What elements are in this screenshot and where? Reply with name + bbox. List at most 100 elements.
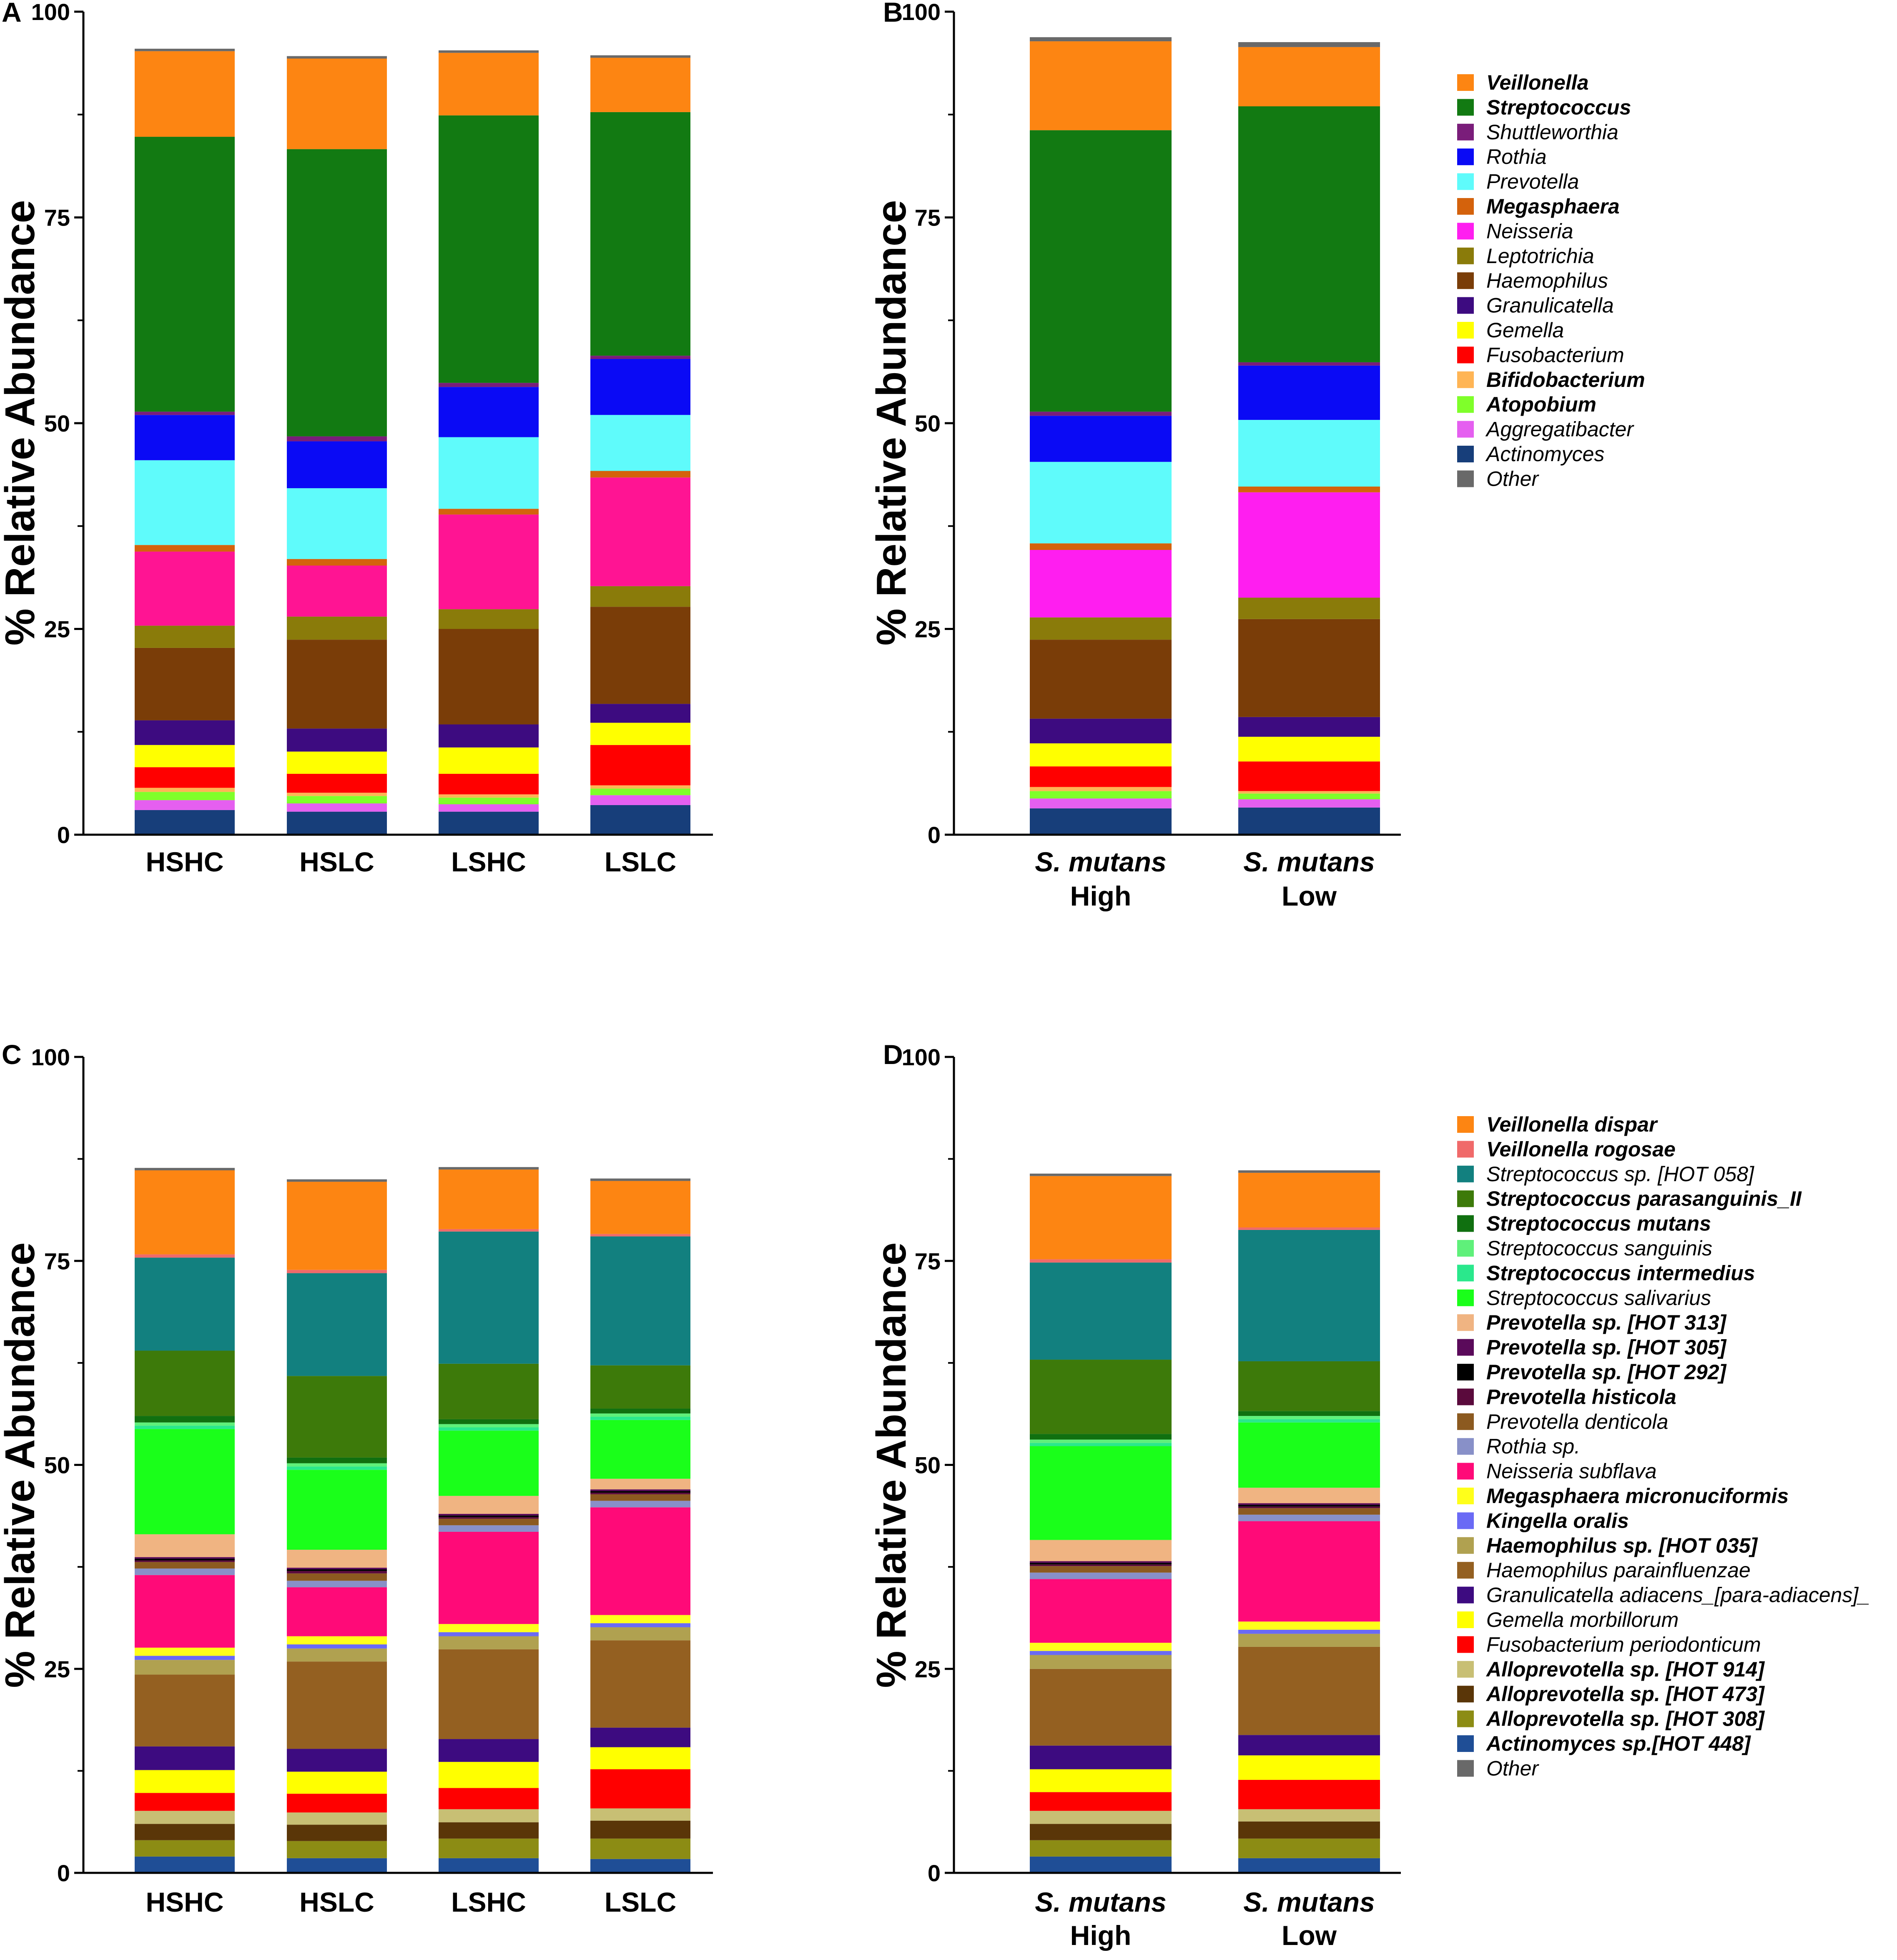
panel-b-legend-item-rothia: Rothia (1457, 145, 1547, 168)
panel-b-legend-item-haemophilus: Haemophilus (1457, 269, 1608, 292)
panel-d-legend-item-prevotella-histicola: Prevotella histicola (1457, 1385, 1676, 1408)
panel-c-segment-hslc-streptococcus-sanguinis (287, 1463, 387, 1467)
panel-a-segment-hshc-streptococcus (135, 137, 235, 412)
panel-d-segment-s-mutans-low-prevotella-denticola (1238, 1508, 1380, 1515)
legend-swatch (1457, 1438, 1474, 1455)
panel-a-segment-hslc-bifidobacterium (287, 793, 387, 796)
legend-swatch (1457, 1165, 1474, 1182)
legend-swatch (1457, 1339, 1474, 1356)
panel-a-tick-label-100: 100 (31, 0, 70, 25)
panel-c-segment-lslc-streptococcus-sp-hot-058 (590, 1236, 690, 1365)
legend-label: Kingella oralis (1486, 1509, 1629, 1532)
panel-c-segment-hslc-veillonella-rogosae (287, 1270, 387, 1273)
panel-a-segment-lslc-rothia (590, 359, 690, 415)
panel-d-legend-item-other: Other (1457, 1757, 1539, 1780)
legend-label: Fusobacterium periodonticum (1486, 1633, 1761, 1656)
legend-label: Haemophilus (1486, 269, 1608, 292)
legend-label: Streptococcus parasanguinis_II (1486, 1187, 1802, 1210)
legend-swatch (1457, 297, 1474, 314)
panel-d: D % Relative Abundance 0 25 50 75 100 S. mut… (868, 1039, 1870, 1951)
panel-a-x-label-hshc: HSHC (146, 846, 223, 877)
panel-d-segment-s-mutans-low-megasphaera-micronuciformis (1238, 1621, 1380, 1630)
panel-a-segment-hshc-actinomyces (135, 810, 235, 835)
panel-b-segment-s-mutans-high-actinomyces (1030, 808, 1172, 835)
panel-c-segment-lslc-prevotella-sp-hot-313 (590, 1478, 690, 1490)
legend-label: Gemella morbillorum (1486, 1608, 1679, 1631)
legend-label: Rothia (1486, 145, 1547, 168)
panel-a-segment-hslc-aggregatibacter (287, 803, 387, 812)
panel-a-segment-hslc-leptotrichia (287, 616, 387, 640)
legend-swatch (1457, 74, 1474, 91)
legend-swatch (1457, 1636, 1474, 1653)
panel-a-segment-lshc-gemella (439, 747, 539, 774)
legend-swatch (1457, 1289, 1474, 1306)
panel-b-segment-s-mutans-high-other (1030, 37, 1172, 42)
panel-c-segment-hshc-alloprevotella-sp-hot-308 (135, 1840, 235, 1857)
panel-c-segment-lshc-haemophilus-sp-hot-035 (439, 1636, 539, 1649)
panel-a-segment-hslc-prevotella (287, 488, 387, 559)
panel-d-legend-item-streptococcus-sanguinis: Streptococcus sanguinis (1457, 1237, 1712, 1260)
panel-c-segment-lslc-prevotella-denticola (590, 1494, 690, 1501)
panel-c-segment-hshc-streptococcus-sanguinis (135, 1422, 235, 1426)
panel-d-segment-s-mutans-high-neisseria-subflava (1030, 1579, 1172, 1643)
panel-c-segment-hslc-haemophilus-sp-hot-035 (287, 1648, 387, 1662)
panel-d-segment-s-mutans-low-streptococcus-intermedius (1238, 1419, 1380, 1423)
panel-c-segment-lshc-neisseria-subflava (439, 1531, 539, 1624)
panel-c-segment-lshc-gemella-morbillorum (439, 1762, 539, 1788)
panel-a-segment-hshc-megasphaera (135, 545, 235, 552)
panel-d-segment-s-mutans-high-prevotella-denticola (1030, 1566, 1172, 1573)
panel-c-segment-lshc-prevotella-denticola (439, 1518, 539, 1526)
panel-d-legend-item-prevotella-denticola: Prevotella denticola (1457, 1410, 1668, 1433)
panel-c-segment-hshc-streptococcus-parasanguinis-ii (135, 1350, 235, 1416)
panel-c-tick-label-0: 0 (57, 1860, 70, 1886)
legend-swatch (1457, 198, 1474, 215)
panel-a-segment-lslc-neisseria (590, 477, 690, 586)
panel-c-segment-lshc-granulicatella-adiacens-para-adiacens (439, 1739, 539, 1762)
panel-a-segment-lshc-streptococcus (439, 115, 539, 383)
panel-d-segment-s-mutans-low-granulicatella-adiacens-para-adiacens (1238, 1735, 1380, 1756)
panel-c-segment-hshc-haemophilus-sp-hot-035 (135, 1660, 235, 1675)
panel-c-segment-lslc-haemophilus-parainfluenzae (590, 1640, 690, 1728)
panel-a-bar-hslc (287, 56, 387, 835)
panel-c-segment-hslc-streptococcus-parasanguinis-ii (287, 1376, 387, 1458)
panel-d-segment-s-mutans-high-prevotella-sp-hot-305 (1030, 1561, 1172, 1563)
panel-c-segment-hslc-megasphaera-micronuciformis (287, 1636, 387, 1645)
panel-b-segment-s-mutans-high-leptotrichia (1030, 617, 1172, 640)
legend-label: Alloprevotella sp. [HOT 914] (1485, 1658, 1765, 1681)
panel-a-tick-label-0: 0 (57, 822, 70, 848)
panel-a-segment-lslc-leptotrichia (590, 586, 690, 607)
panel-b-segment-s-mutans-high-prevotella (1030, 462, 1172, 544)
panel-b-tick-label-75: 75 (915, 205, 941, 231)
panel-c-segment-lshc-alloprevotella-sp-hot-914 (439, 1809, 539, 1822)
panel-c-x-label-lshc: LSHC (451, 1887, 526, 1917)
panel-c-segment-lslc-kingella-oralis (590, 1623, 690, 1627)
panel-d-x-label-high-level: High (1070, 1920, 1132, 1951)
panel-a-segment-hslc-atopobium (287, 796, 387, 803)
panel-d-segment-s-mutans-low-veillonella-rogosae (1238, 1227, 1380, 1230)
panel-a-segment-lslc-veillonella (590, 58, 690, 112)
panel-c-segment-hslc-prevotella-sp-hot-305 (287, 1568, 387, 1569)
panel-c-segment-lshc-megasphaera-micronuciformis (439, 1624, 539, 1632)
panel-a-bar-hshc (135, 48, 235, 835)
panel-a-segment-lslc-granulicatella (590, 704, 690, 723)
panel-c-segment-hshc-actinomyces-sp-hot-448 (135, 1856, 235, 1873)
panel-d-legend-item-fusobacterium-periodonticum: Fusobacterium periodonticum (1457, 1633, 1761, 1656)
panel-b-legend-item-actinomyces: Actinomyces (1457, 442, 1604, 466)
panel-c-segment-hshc-megasphaera-micronuciformis (135, 1647, 235, 1656)
panel-a-segment-lshc-rothia (439, 387, 539, 437)
panel-c-bar-lslc (590, 1178, 690, 1873)
panel-c-segment-hshc-prevotella-denticola (135, 1562, 235, 1569)
panel-c-segment-hshc-kingella-oralis (135, 1656, 235, 1660)
panel-d-segment-s-mutans-low-rothia-sp (1238, 1514, 1380, 1521)
panel-c-segment-lshc-kingella-oralis (439, 1632, 539, 1636)
panel-d-segment-s-mutans-high-kingella-oralis (1030, 1651, 1172, 1655)
panel-c-segment-hslc-prevotella-denticola (287, 1573, 387, 1581)
panel-c-segment-hshc-streptococcus-intermedius (135, 1425, 235, 1429)
legend-swatch (1457, 1141, 1474, 1158)
panel-c-segment-lslc-streptococcus-intermedius (590, 1417, 690, 1420)
panel-d-segment-s-mutans-high-alloprevotella-sp-hot-308 (1030, 1840, 1172, 1857)
panel-a-segment-lshc-megasphaera (439, 509, 539, 515)
legend-swatch (1457, 470, 1474, 487)
panel-b-x-label-low-species: S. mutans (1243, 846, 1375, 877)
